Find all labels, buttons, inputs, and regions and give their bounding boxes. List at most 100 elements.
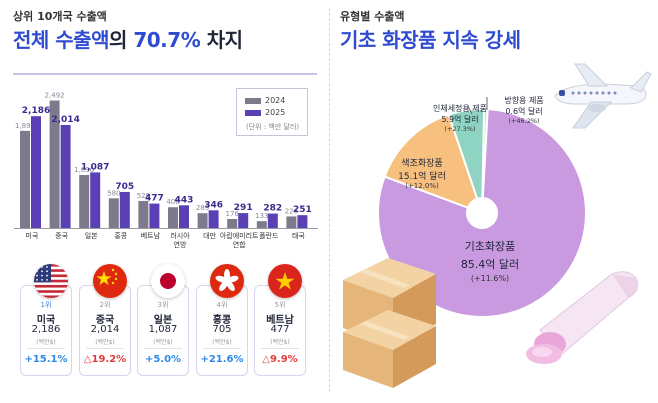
category-label: 미국 <box>25 232 39 240</box>
bar-2025 <box>179 205 189 228</box>
tube-illustration <box>526 271 639 364</box>
bar-chart: 1,8992,1862,4922,0141,0361,0875807055294… <box>14 92 318 229</box>
flag-jp-icon <box>151 264 185 298</box>
donut-slice <box>383 113 479 210</box>
slice-value: 0.6억 달러 <box>505 107 543 116</box>
slice-growth: (+12.0%) <box>405 182 439 190</box>
slice-value: 15.1억 달러 <box>398 172 446 182</box>
card-value: 1,087 <box>148 324 178 335</box>
bar-2025 <box>149 203 160 228</box>
card-unit: (백만$) <box>153 339 173 346</box>
card-rank: 3위 <box>157 301 169 309</box>
bar-2024 <box>168 207 178 228</box>
bar-2024 <box>20 130 30 228</box>
bar-value-label: 226 <box>285 207 299 215</box>
bar-2024 <box>108 198 119 228</box>
slice-value: 85.4억 달러 <box>460 258 520 271</box>
slice-name: 인체세정용 제품 <box>432 104 488 113</box>
legend-label-2024: 2024 <box>265 96 286 105</box>
slice-name: 방향용 제품 <box>504 96 544 105</box>
card-unit: (백만$) <box>95 339 115 346</box>
bar-value-label: 251 <box>293 205 312 215</box>
card-value: 705 <box>212 324 232 335</box>
category-label: 태국 <box>291 232 305 240</box>
card-growth: △9.9% <box>262 354 298 365</box>
flag-us-icon <box>34 264 68 298</box>
card-value: 2,014 <box>90 324 120 335</box>
slice-label-fragrance: 방향용 제품 0.6억 달러 (+46.2%) <box>493 95 555 125</box>
card-divider <box>203 348 241 349</box>
chart-legend: 2024 2025 (단위 : 백만 달러) <box>236 88 308 136</box>
bar-2024 <box>79 175 90 228</box>
card-country: 홍콩 <box>212 315 232 326</box>
category-label: 폴란드 <box>259 232 279 240</box>
card-growth: +5.0% <box>144 354 182 365</box>
left-subtitle: 상위 10개국 수출액 <box>13 10 107 23</box>
card-rank: 5위 <box>274 301 286 309</box>
title-percent: 70.7% <box>133 28 201 52</box>
bar-2025 <box>208 210 219 228</box>
category-label: 베트남 <box>140 232 161 240</box>
slice-growth: (+11.6%) <box>470 274 510 283</box>
bar-2025 <box>31 116 41 228</box>
bar-2024 <box>286 216 297 228</box>
slice-growth: (+27.3%) <box>444 125 476 133</box>
boxes-illustration <box>343 258 436 388</box>
airplane-illustration <box>554 63 652 129</box>
right-subtitle: 유형별 수출액 <box>340 10 405 23</box>
bar-value-label: 289 <box>196 204 209 212</box>
slice-value: 5.9억 달러 <box>441 115 479 124</box>
card-country: 베트남 <box>266 315 294 326</box>
card-country: 미국 <box>36 315 56 326</box>
legend-2024: 2024 <box>245 96 285 105</box>
bar-value-label: 133 <box>255 212 268 220</box>
category-label: 아랍에미리트 연합 <box>219 232 259 249</box>
legend-swatch-2024 <box>245 97 261 104</box>
bar-2025 <box>90 172 101 228</box>
card-unit: (백만$) <box>36 339 56 346</box>
bar-value-label: 282 <box>263 204 282 214</box>
category-label: 일본 <box>84 232 98 240</box>
legend-2025: 2025 <box>245 108 285 117</box>
category-label: 대만 <box>203 232 217 240</box>
bar-2025 <box>267 213 278 228</box>
bar-2025 <box>297 215 308 228</box>
bar-2025 <box>238 213 249 228</box>
flag-vn-icon <box>268 264 302 298</box>
left-title: 전체 수출액의 70.7% 차지 <box>13 24 243 53</box>
bar-2025 <box>119 191 130 228</box>
bar-2024 <box>49 100 60 228</box>
right-title: 기초 화장품 지속 강세 <box>340 28 521 52</box>
card-divider <box>261 348 299 349</box>
card-divider <box>86 348 124 349</box>
country-card: 1위 미국 2,186 (백만$) +15.1% <box>20 264 72 376</box>
panel-divider <box>329 8 330 392</box>
bar-2025 <box>60 124 71 228</box>
card-rank: 1위 <box>40 301 52 309</box>
donut-slice <box>447 108 486 201</box>
card-value: 477 <box>270 324 290 335</box>
bar-2024 <box>138 200 149 228</box>
slice-name: 색조화장품 <box>401 159 443 169</box>
title-main: 전체 수출액 <box>13 28 109 52</box>
bar-value-label: 580 <box>107 189 120 197</box>
card-growth: △19.2% <box>83 354 127 365</box>
bar-value-label: 1,036 <box>74 166 95 174</box>
bar-value-label: 705 <box>115 182 134 192</box>
bar-2024 <box>227 218 238 228</box>
title-connector: 의 <box>108 28 134 52</box>
card-growth: +21.6% <box>200 354 244 365</box>
bar-value-label: 291 <box>234 203 253 213</box>
slice-growth: (+46.2%) <box>508 117 540 125</box>
flag-hk-icon <box>210 264 244 298</box>
category-label: 중국 <box>55 232 69 240</box>
bar-value-label: 176 <box>226 210 240 218</box>
country-card: 2위 중국 2,014 (백만$) △19.2% <box>79 264 131 376</box>
bar-value-label: 406 <box>166 198 180 206</box>
bar-value-label: 346 <box>204 200 223 210</box>
country-card: 4위 홍콩 705 (백만$) +21.6% <box>196 264 248 376</box>
country-card: 3위 일본 1,087 (백만$) +5.0% <box>137 264 189 376</box>
leader-line-cleansing <box>467 105 473 115</box>
bar-value-label: 477 <box>145 194 164 204</box>
card-divider <box>144 348 182 349</box>
